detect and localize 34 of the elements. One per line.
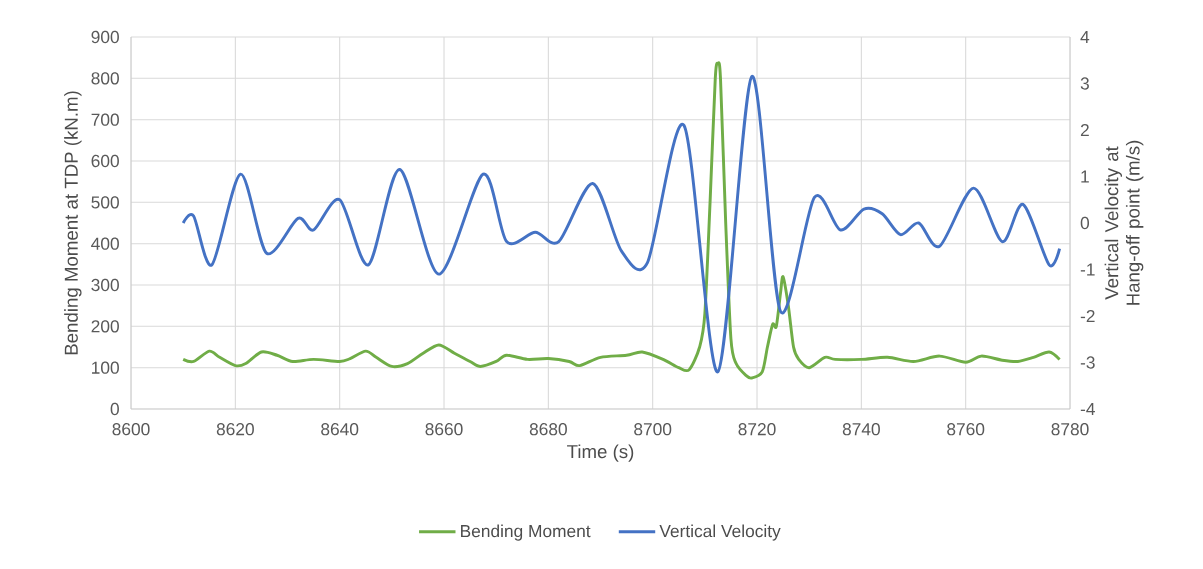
y-tick-label: 800	[91, 72, 119, 85]
x-tick-label: 8780	[1051, 423, 1089, 436]
x-tick-label: 8640	[321, 423, 359, 436]
y-tick-label: 100	[92, 361, 119, 374]
y2-tick-label: 1	[1081, 170, 1089, 183]
legend-label: Vertical Velocity	[659, 524, 781, 541]
y-tick-label: 600	[91, 154, 119, 168]
x-tick-label: 8660	[425, 423, 463, 436]
x-tick-label: 8620	[216, 423, 254, 436]
y-axis-title: Bending Moment at TDP (kN.m)	[64, 91, 82, 355]
x-tick-label: 8680	[529, 423, 567, 436]
x-axis-title: Time (s)	[567, 444, 634, 462]
y-tick-label: 700	[91, 113, 119, 126]
y-tick-label: 300	[91, 278, 119, 292]
y-tick-label: 900	[91, 30, 119, 44]
y-tick-label: 400	[91, 237, 119, 250]
x-tick-label: 8600	[112, 423, 150, 436]
y2-tick-label: 0	[1080, 216, 1090, 230]
x-tick-label: 8720	[738, 423, 776, 436]
y-tick-label: 200	[91, 320, 119, 333]
y2-axis-title: Vertical Velocity at Hang-off point (m/s)	[1104, 140, 1144, 305]
y2-tick-label: -3	[1080, 356, 1095, 369]
y2-tick-label: 3	[1080, 77, 1089, 90]
x-tick-label: 8760	[947, 423, 985, 436]
legend-label: Bending Moment	[461, 524, 591, 541]
x-tick-label: 8740	[842, 423, 880, 436]
y2-tick-label: -1	[1080, 263, 1095, 276]
y2-tick-label: 4	[1080, 31, 1090, 43]
y-tick-label: 0	[110, 402, 119, 416]
y-tick-label: 500	[91, 196, 119, 209]
y2-tick-label: -4	[1080, 403, 1095, 415]
x-tick-label: 8700	[634, 423, 672, 436]
y2-tick-label: -2	[1080, 309, 1095, 323]
y2-tick-label: 2	[1080, 123, 1089, 137]
